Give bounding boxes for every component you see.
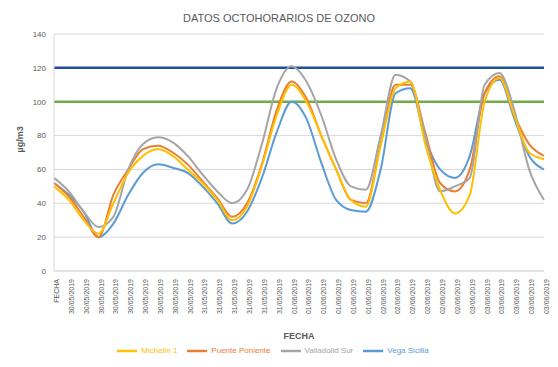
svg-text:20: 20	[37, 233, 46, 242]
html-text:Valladolid Sur: Valladolid Sur	[304, 346, 354, 356]
svg-text:31/05/2019: 31/05/2019	[246, 279, 253, 314]
svg-text:31/05/2019: 31/05/2019	[231, 279, 238, 314]
svg-text:60: 60	[37, 165, 46, 174]
svg-text:120: 120	[33, 64, 47, 73]
svg-text:02/06/2019: 02/06/2019	[394, 279, 401, 314]
svg-text:30/05/2019: 30/05/2019	[142, 279, 149, 314]
svg-text:30/05/2019: 30/05/2019	[68, 279, 75, 314]
svg-text:30/05/2019: 30/05/2019	[187, 279, 194, 314]
svg-text:03/06/2019: 03/06/2019	[498, 279, 505, 314]
html-text:Michelin 1: Michelin 1	[141, 346, 178, 356]
svg-text:01/06/2019: 01/06/2019	[365, 279, 372, 314]
svg-text:01/06/2019: 01/06/2019	[350, 279, 357, 314]
svg-text:30/05/2019: 30/05/2019	[112, 279, 119, 314]
svg-text:FECHA: FECHA	[53, 279, 60, 303]
svg-text:02/06/2019: 02/06/2019	[380, 279, 387, 314]
svg-text:02/06/2019: 02/06/2019	[439, 279, 446, 314]
svg-text:01/06/2019: 01/06/2019	[320, 279, 327, 314]
svg-text:02/06/2019: 02/06/2019	[454, 279, 461, 314]
svg-text:40: 40	[37, 199, 46, 208]
svg-text:140: 140	[33, 30, 47, 39]
svg-text:30/05/2019: 30/05/2019	[157, 279, 164, 314]
svg-text:31/05/2019: 31/05/2019	[216, 279, 223, 314]
svg-text:01/06/2019: 01/06/2019	[305, 279, 312, 314]
svg-text:02/06/2019: 02/06/2019	[409, 279, 416, 314]
svg-text:31/05/2019: 31/05/2019	[201, 279, 208, 314]
svg-text:100: 100	[33, 98, 47, 107]
svg-text:31/05/2019: 31/05/2019	[276, 279, 283, 314]
svg-text:03/06/2019: 03/06/2019	[528, 279, 535, 314]
svg-text:30/05/2019: 30/05/2019	[83, 279, 90, 314]
svg-text:02/06/2019: 02/06/2019	[424, 279, 431, 314]
svg-text:03/06/2019: 03/06/2019	[513, 279, 520, 314]
svg-text:30/05/2019: 30/05/2019	[172, 279, 179, 314]
svg-text:03/06/2019: 03/06/2019	[484, 279, 491, 314]
svg-text:30/05/2019: 30/05/2019	[127, 279, 134, 314]
html-text:Vega Sicilia: Vega Sicilia	[387, 346, 429, 356]
svg-text:01/06/2019: 01/06/2019	[335, 279, 342, 314]
svg-text:31/05/2019: 31/05/2019	[261, 279, 268, 314]
svg-text:03/06/2019: 03/06/2019	[469, 279, 476, 314]
svg-text:FECHA: FECHA	[284, 331, 315, 341]
svg-text:30/05/2019: 30/05/2019	[98, 279, 105, 314]
svg-text:µg/m3: µg/m3	[15, 126, 25, 152]
html-text:DATOS OCTOHORARIOS DE OZONO: DATOS OCTOHORARIOS DE OZONO	[183, 12, 375, 24]
svg-text:03/06/2019: 03/06/2019	[543, 279, 550, 314]
svg-text:80: 80	[37, 131, 46, 140]
svg-text:01/06/2019: 01/06/2019	[291, 279, 298, 314]
svg-text:0: 0	[42, 267, 47, 276]
html-text:Puente Poniente: Puente Poniente	[211, 346, 271, 356]
